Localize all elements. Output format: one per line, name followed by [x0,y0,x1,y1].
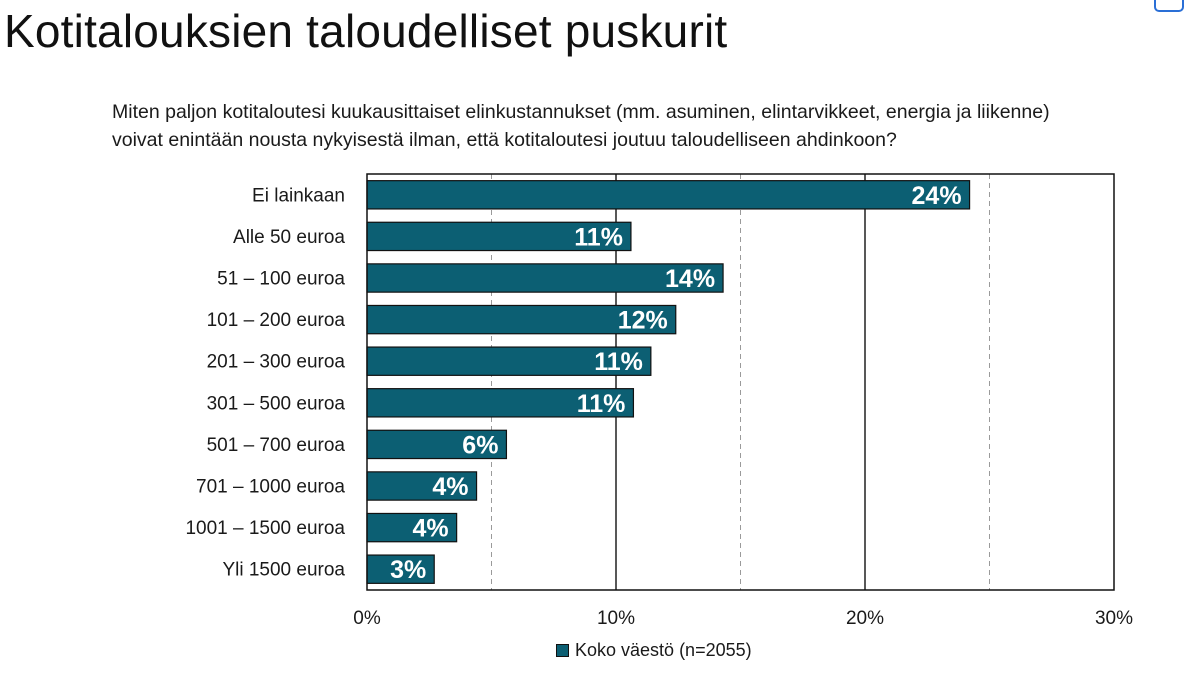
chart-question: Miten paljon kotitaloutesi kuukausittais… [112,101,1050,151]
bar-value-label: 6% [462,431,498,459]
category-label: 701 – 1000 euroa [196,477,345,498]
bar [366,471,478,501]
x-tick-labels: 0% 10% 20% 30% [353,608,1133,629]
category-label: Alle 50 euroa [233,227,345,248]
x-tick-label: 10% [597,608,635,629]
bar-value-label: 4% [412,515,448,543]
bar [366,180,971,210]
legend-label: Koko väestö (n=2055) [575,640,752,660]
x-tick-label: 30% [1095,608,1133,629]
category-label: 51 – 100 euroa [217,269,345,290]
x-tick-label: 20% [846,608,884,629]
bar [366,554,435,584]
bar-value-label: 4% [432,473,468,501]
category-label: Yli 1500 euroa [222,560,345,581]
legend: Koko väestö (n=2055) [556,640,752,661]
bar-value-label: 11% [577,390,626,418]
category-label: 301 – 500 euroa [207,393,346,414]
category-labels: Ei lainkaan Alle 50 euroa 51 – 100 euroa 10… [185,185,345,580]
bar [366,263,724,293]
category-label: 1001 – 1500 euroa [185,518,345,539]
legend-swatch [556,644,569,657]
bar [366,388,635,418]
category-label: Ei lainkaan [252,185,345,206]
category-label: 101 – 200 euroa [207,310,346,331]
bar-value-label: 14% [665,265,715,293]
category-label: 201 – 300 euroa [207,352,346,373]
bar [366,221,632,252]
bar-value-label: 11% [574,223,623,251]
category-label: 501 – 700 euroa [207,435,346,456]
bar [366,346,652,376]
page-title: Kotitalouksien taloudelliset puskurit [4,5,728,57]
corner-icon[interactable] [1154,0,1184,12]
bar-value-label: 3% [390,556,426,584]
bar-value-label: 11% [594,348,643,376]
bar-value-label: 24% [912,182,962,210]
plot-frame [366,173,1115,591]
x-tick-label: 0% [353,608,381,629]
bar [366,429,508,460]
bar-layer: 24% 11% 14% 12% 11% 11% 6% 4% 4% 3% [366,180,971,584]
bar-value-label: 12% [618,307,668,335]
